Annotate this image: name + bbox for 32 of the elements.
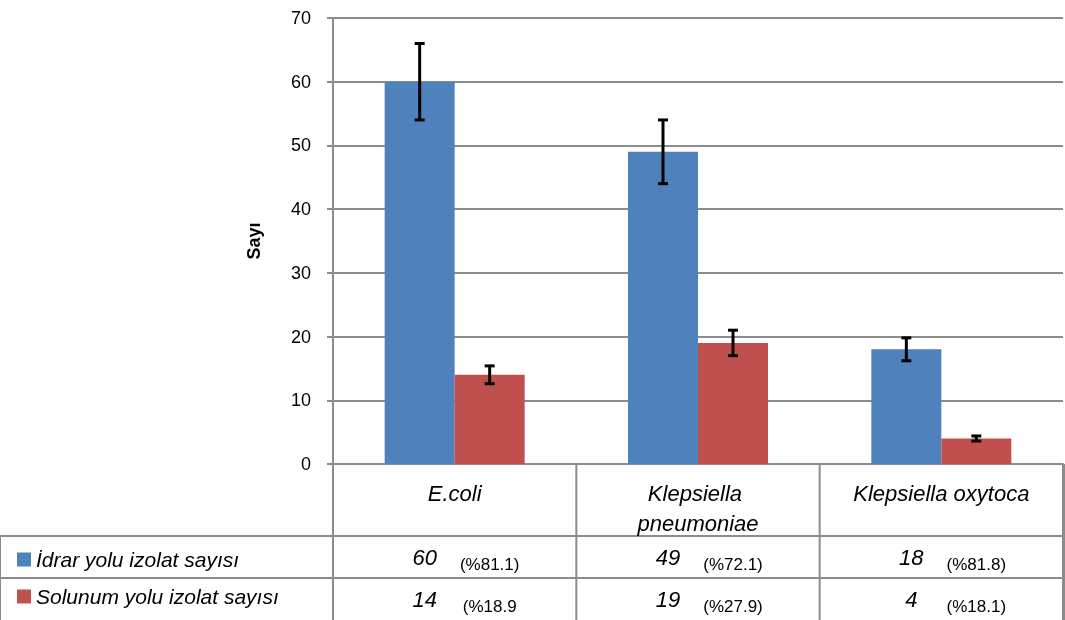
- bar: [454, 374, 525, 464]
- bar: [628, 151, 698, 464]
- text: (%18.1): [946, 596, 1007, 616]
- data-label: 14: [412, 586, 437, 612]
- legend-label: Solunum yolu izolat sayısı: [36, 585, 279, 608]
- bar: [871, 349, 942, 464]
- y-tick-label: 70: [290, 8, 311, 28]
- y-tick-label: 0: [300, 454, 311, 474]
- y-tick-label: 10: [290, 390, 311, 411]
- y-tick-label: 30: [290, 262, 311, 283]
- data-label: 18: [899, 544, 925, 570]
- y-axis-title: Sayı: [244, 222, 264, 260]
- y-tick-label: 20: [290, 326, 311, 347]
- data-label: 19: [655, 586, 681, 612]
- data-label: 49: [655, 544, 681, 570]
- legend-label: İdrar yolu izolat sayısı: [36, 548, 240, 571]
- y-tick-label: 60: [290, 71, 311, 92]
- data-label: 60: [412, 544, 438, 570]
- text: (%27.9): [703, 596, 763, 616]
- text: (%81.1): [459, 554, 520, 574]
- bar: [384, 81, 455, 464]
- x-tick-label: E.coli: [427, 480, 483, 506]
- x-tick-label: Klepsiella pneumoniae: [636, 480, 759, 536]
- data-label: 4: [905, 586, 918, 612]
- y-tick-label: 40: [290, 199, 311, 220]
- text: (%72.1): [703, 554, 763, 574]
- bar: [941, 438, 1012, 464]
- y-tick-label: 50: [290, 135, 311, 156]
- x-tick-label: Klepsiella oxytoca: [853, 480, 1030, 506]
- bar: [698, 342, 768, 464]
- text: (%18.9: [462, 596, 517, 616]
- text: (%81.8): [946, 554, 1007, 574]
